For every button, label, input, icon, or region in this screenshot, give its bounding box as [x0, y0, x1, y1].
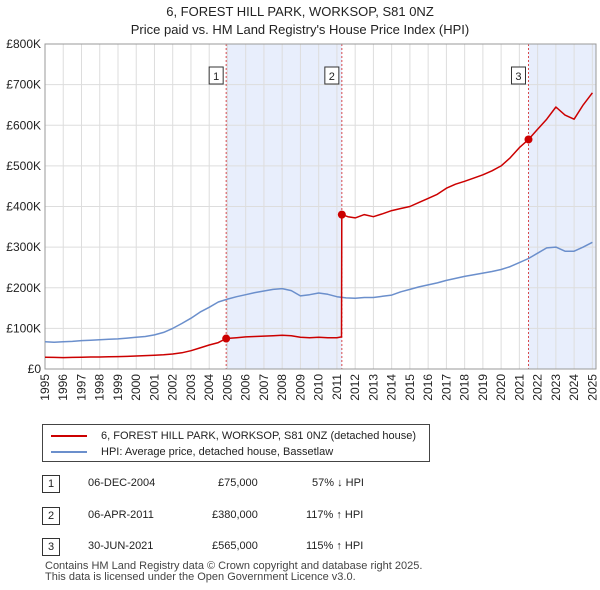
footer-licence: This data is licensed under the Open Gov…: [45, 571, 356, 583]
sale-number-label: 1: [213, 71, 219, 83]
y-tick-label: £500K: [6, 159, 41, 173]
sale-row: 3 30-JUN-2021 £565,000 115% ↑ HPI: [42, 538, 462, 558]
x-tick-label: 2020: [494, 374, 508, 401]
series-line-property: [44, 92, 593, 359]
y-tick-label: £300K: [6, 240, 41, 254]
y-tick-label: £200K: [6, 281, 41, 295]
footer: Contains HM Land Registry data © Crown c…: [45, 561, 422, 583]
x-tick-label: 1995: [38, 374, 52, 401]
price-chart: £0 £100K £200K £300K £400K £500K £600K £700K £80…: [6, 37, 599, 401]
y-tick-label: £100K: [6, 321, 41, 335]
x-tick-label: 2024: [567, 374, 581, 401]
x-tick-label: 1999: [111, 374, 125, 401]
x-tick-label: 2014: [385, 374, 399, 401]
x-tick-label: 2000: [129, 374, 143, 401]
x-tick-label: 2019: [476, 374, 490, 401]
x-tick-label: 2011: [330, 374, 344, 400]
y-tick-label: £600K: [6, 118, 41, 132]
x-tick-label: 2005: [220, 374, 234, 401]
x-tick-label: 1997: [74, 374, 88, 401]
sale-hpi-change: 115% ↑ HPI: [306, 540, 364, 552]
x-tick-label: 2015: [403, 374, 417, 401]
sale-price: £565,000: [212, 540, 258, 552]
y-tick-label: £700K: [6, 78, 41, 92]
legend-swatch-hpi: [51, 451, 87, 453]
sale-number-label: 3: [515, 71, 521, 83]
legend-label-hpi: HPI: Average price, detached house, Bass…: [101, 446, 334, 458]
legend-item-hpi: HPI: Average price, detached house, Bass…: [51, 444, 333, 460]
legend-label-property: 6, FOREST HILL PARK, WORKSOP, S81 0NZ (d…: [101, 430, 417, 442]
sale-price: £75,000: [218, 477, 258, 489]
sale-marker-number: 3: [42, 538, 60, 556]
y-tick-label: £0: [28, 362, 42, 376]
x-tick-label: 2003: [184, 374, 198, 401]
x-tick-label: 2013: [366, 374, 380, 401]
sale-price: £380,000: [212, 509, 258, 521]
sale-number-box: [208, 66, 224, 85]
x-tick-label: 2008: [275, 374, 289, 401]
x-tick-label: 2022: [531, 374, 545, 401]
x-tick-label: 2017: [439, 374, 453, 401]
sale-date: 30-JUN-2021: [88, 540, 154, 552]
x-tick-label: 2012: [348, 374, 362, 401]
sale-date: 06-DEC-2004: [88, 477, 156, 489]
chart-title: 6, FOREST HILL PARK, WORKSOP, S81 0NZ: [166, 4, 434, 19]
series-line-hpi: [44, 241, 593, 343]
x-tick-label: 2023: [549, 374, 563, 401]
chart-subtitle: Price paid vs. HM Land Registry's House …: [130, 22, 470, 37]
sale-marker-number: 1: [42, 475, 60, 493]
x-tick-label: 2009: [293, 374, 307, 401]
sale-number-box: [510, 66, 526, 85]
x-tick-label: 2006: [239, 374, 253, 401]
sale-number-box: [324, 66, 340, 85]
x-tick-label: 2016: [421, 374, 435, 401]
sale-row: 2 06-APR-2011 £380,000 117% ↑ HPI: [42, 507, 462, 527]
x-tick-label: 2010: [312, 374, 326, 401]
sale-point: [222, 334, 231, 343]
sale-hpi-change: 117% ↑ HPI: [306, 509, 364, 521]
sale-point: [337, 210, 346, 219]
x-tick-label: 2021: [512, 374, 526, 401]
x-tick-label: 2018: [458, 374, 472, 401]
legend-item-property: 6, FOREST HILL PARK, WORKSOP, S81 0NZ (d…: [51, 428, 416, 444]
y-tick-label: £400K: [6, 200, 41, 214]
x-tick-label: 2004: [202, 374, 216, 401]
sale-hpi-change: 57% ↓ HPI: [312, 477, 364, 489]
sale-number-label: 2: [329, 71, 335, 83]
sale-marker-number: 2: [42, 507, 60, 525]
x-tick-label: 2001: [147, 374, 161, 401]
y-tick-label: £800K: [6, 37, 41, 51]
legend-swatch-property: [51, 435, 87, 437]
footer-copyright: Contains HM Land Registry data © Crown c…: [45, 560, 423, 572]
x-tick-label: 2007: [257, 374, 271, 401]
sale-date: 06-APR-2011: [88, 509, 154, 521]
x-tick-label: 1996: [56, 374, 70, 401]
sale-point: [524, 135, 533, 144]
x-tick-label: 1998: [93, 374, 107, 401]
sale-row: 1 06-DEC-2004 £75,000 57% ↓ HPI: [42, 475, 462, 495]
x-tick-label: 2002: [166, 374, 180, 401]
legend: 6, FOREST HILL PARK, WORKSOP, S81 0NZ (d…: [42, 424, 430, 462]
x-tick-label: 2025: [585, 374, 599, 401]
plot-frame: [44, 43, 597, 370]
